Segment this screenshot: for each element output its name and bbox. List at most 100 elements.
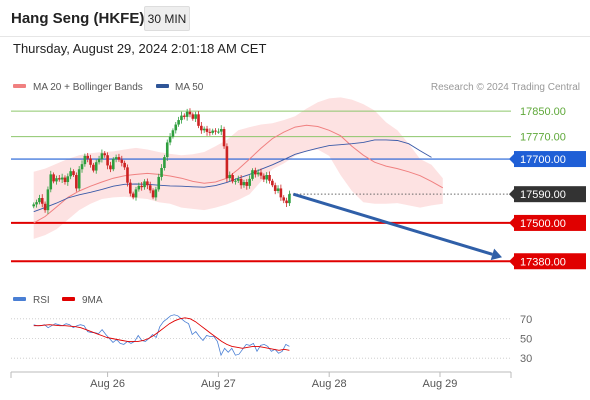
rsi-ma-legend-label: 9MA [82,295,103,306]
ma20-legend-label: MA 20 + Bollinger Bands [33,82,143,93]
candle-body [185,111,189,117]
candle-body [160,167,163,177]
level-label-resistance: 17850.00 [520,106,566,118]
candle-body [137,185,141,190]
rsi-tick-label: 30 [520,353,532,365]
rsi-tick-label: 50 [520,333,532,345]
level-label-support: 17380.00 [520,256,566,268]
x-tick-label: Aug 27 [201,378,236,390]
candle-body [236,178,240,181]
instrument-title: Hang Seng (HKFE) [11,10,145,27]
candle-body [171,130,175,137]
candle-body [265,175,268,180]
ma20-line [33,124,444,224]
candle-body [151,190,155,198]
level-tag-current [514,186,586,203]
candle-body [120,159,124,163]
candle-body [157,176,161,190]
candle-body [168,136,172,143]
rsi-ma-line [33,317,290,351]
candle-body [97,159,101,163]
candle-body [77,169,81,189]
level-tag-pointer [509,154,514,165]
candle-body [254,170,257,175]
candle-body [180,115,183,121]
level-label-pivot: 17700.00 [520,154,566,166]
forecast-arrow-shaft [292,192,493,256]
candle-body [174,124,178,131]
candle-body [234,180,237,182]
level-tag-pivot [514,151,586,168]
research-credit: Research © 2024 Trading Central [431,82,580,93]
x-tick-label: Aug 28 [312,378,347,390]
candle-body [282,197,286,201]
candle-body [57,178,61,180]
rsi-tick-label: 70 [520,314,532,326]
candle-body [69,171,72,177]
candle-body [75,175,78,189]
candle-body [268,175,271,181]
candle-body [191,114,195,119]
candle-body [197,114,200,126]
timeframe-button[interactable]: 30 MIN [144,6,190,31]
rsi-line [33,314,290,357]
level-tag-support [514,214,586,231]
x-tick-label: Aug 26 [90,378,125,390]
level-tag-support [514,253,586,270]
ma20-legend-swatch [13,84,26,88]
level-label-resistance: 17770.00 [520,132,566,144]
candle-body [288,194,291,204]
rsi-legend-swatch [13,297,26,301]
forecast-arrow-head [490,248,502,261]
candle-body [80,164,84,170]
candle-body [242,182,246,186]
candle-body [285,200,288,204]
candle-body [60,177,64,180]
candle-body [114,157,118,160]
candle-body [86,155,90,159]
level-tag-pointer [509,189,514,200]
candle-body [146,181,149,186]
candle-body [273,185,277,191]
candle-body [276,188,280,191]
rsi-legend-label: RSI [33,295,50,306]
candle-body [228,175,232,179]
candle-body [92,164,95,171]
candle-body [131,193,135,198]
rsi-gridlines: 70 50 30 [11,314,532,365]
candle-body [123,162,126,168]
candle-body [117,157,121,160]
candle-body [111,159,115,170]
price-levels: 17850.00 17770.00 17700.00 17590.00 17500.00… [11,106,586,270]
rsi-legend: RSI 9MA [13,295,103,306]
candle-body [35,202,38,205]
level-label-support: 17500.00 [520,218,566,230]
candle-body [143,181,146,188]
chart-datetime: Thursday, August 29, 2024 2:01:18 AM CET [13,41,267,56]
x-axis-ticks: Aug 26 Aug 27 Aug 28 Aug 29 [90,372,457,390]
candle-body [251,170,254,179]
x-tick-label: Aug 29 [423,378,458,390]
candle-body [134,189,138,198]
forecast-arrow [292,192,502,261]
candle-body [182,115,186,117]
candle-body [248,178,251,186]
candle-body [271,180,274,186]
candle-body [205,128,209,132]
candle-body [165,142,169,158]
candle-body [100,153,104,160]
candle-body [222,129,226,147]
candle-body [46,189,50,211]
candle-body [200,125,203,131]
candle-body [129,182,132,194]
candle-body [140,185,143,188]
candle-body [163,157,166,168]
candle-body [194,114,197,119]
candle-body [225,146,229,179]
candle-body [94,162,98,171]
candle-body [148,185,152,191]
candle-body [211,130,215,133]
candle-body [217,131,220,133]
candle-body [256,172,260,175]
